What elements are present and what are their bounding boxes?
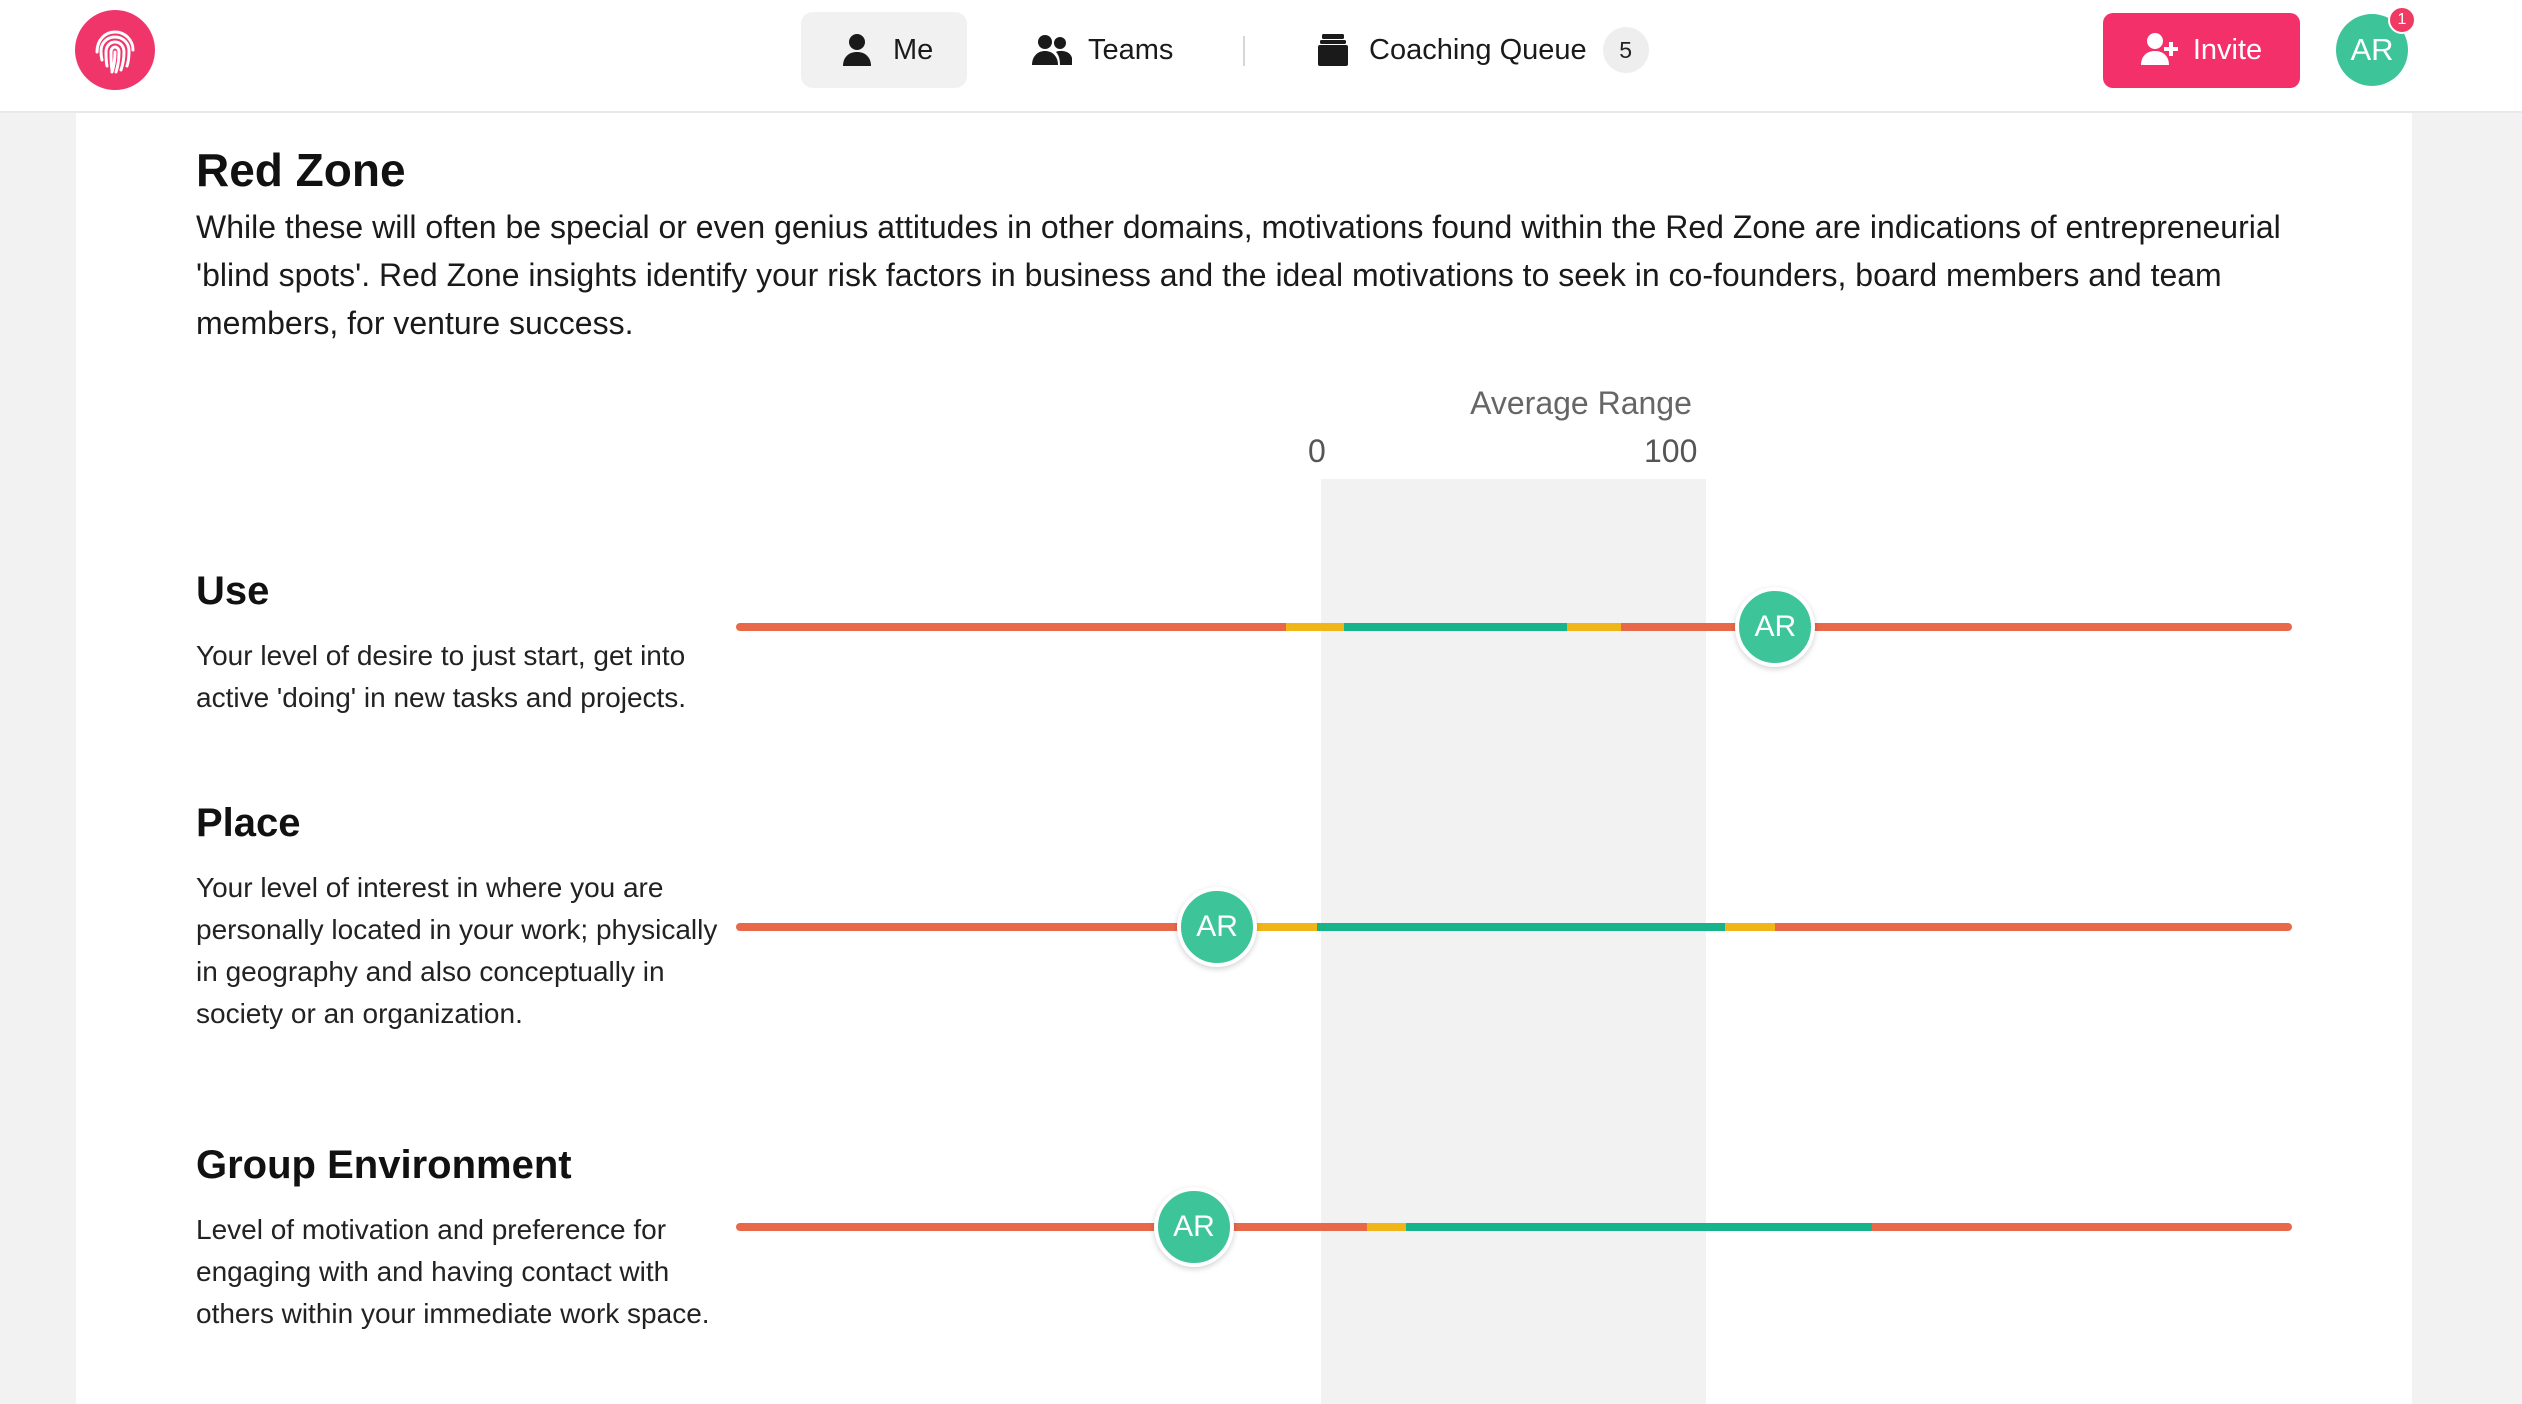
score-marker-group-environment[interactable]: AR [1153, 1187, 1234, 1267]
section-title: Red Zone [196, 144, 406, 196]
main-content-card: Red Zone While these will often be speci… [76, 113, 2412, 1404]
user-plus-icon [2140, 32, 2179, 70]
fingerprint-logo-icon[interactable] [75, 10, 155, 90]
top-navigation-bar: Me Teams Coaching Queue 5 Invite AR 1 [0, 0, 2522, 113]
nav-tab-me-label: Me [893, 33, 934, 66]
score-track-place [736, 923, 2292, 931]
yellow-high-band [1567, 623, 1622, 631]
row-title-use: Use [196, 569, 270, 613]
row-title-place: Place [196, 801, 301, 845]
invite-button[interactable]: Invite [2103, 13, 2300, 88]
yellow-low-band [1286, 623, 1345, 631]
nav-tab-teams-label: Teams [1088, 33, 1174, 66]
yellow-low-band [1255, 923, 1318, 931]
score-marker-initials: AR [1173, 1210, 1215, 1243]
inbox-icon [1313, 30, 1353, 70]
green-band [1317, 923, 1726, 931]
green-band [1344, 623, 1568, 631]
invite-button-label: Invite [2192, 34, 2263, 66]
score-marker-initials: AR [1754, 610, 1797, 643]
average-range-band [1321, 479, 1706, 1404]
score-marker-initials: AR [1196, 910, 1238, 943]
nav-tab-teams[interactable]: Teams [1028, 12, 1200, 88]
yellow-high-band [1725, 923, 1776, 931]
coaching-queue-count-badge: 5 [1602, 27, 1649, 73]
score-track-use [736, 623, 2292, 631]
yellow-low-band [1367, 1223, 1406, 1231]
nav-tab-coaching-queue[interactable]: Coaching Queue 5 [1310, 12, 1660, 88]
nav-tab-coaching-queue-label: Coaching Queue [1369, 33, 1587, 66]
score-marker-place[interactable]: AR [1177, 887, 1258, 967]
users-icon [1032, 30, 1072, 70]
row-description-group-environment: Level of motivation and preference for e… [196, 1214, 710, 1329]
scale-tick-max: 100 [1644, 433, 1698, 469]
score-track-group-environment [736, 1223, 2292, 1231]
user-icon [837, 30, 877, 70]
row-description-use: Your level of desire to just start, get … [196, 640, 687, 713]
notification-badge: 1 [2388, 6, 2416, 34]
average-range-label: Average Range [1470, 385, 1692, 421]
section-description: While these will often be special or eve… [196, 209, 2281, 341]
scale-tick-min: 0 [1308, 433, 1326, 469]
row-description-place: Your level of interest in where you are … [196, 872, 718, 1029]
nav-divider [1243, 36, 1245, 66]
user-avatar-initials: AR [2350, 32, 2394, 67]
score-marker-use[interactable]: AR [1735, 587, 1816, 667]
nav-tab-me[interactable]: Me [801, 12, 967, 88]
green-band [1405, 1223, 1872, 1231]
row-title-group-environment: Group Environment [196, 1143, 572, 1187]
